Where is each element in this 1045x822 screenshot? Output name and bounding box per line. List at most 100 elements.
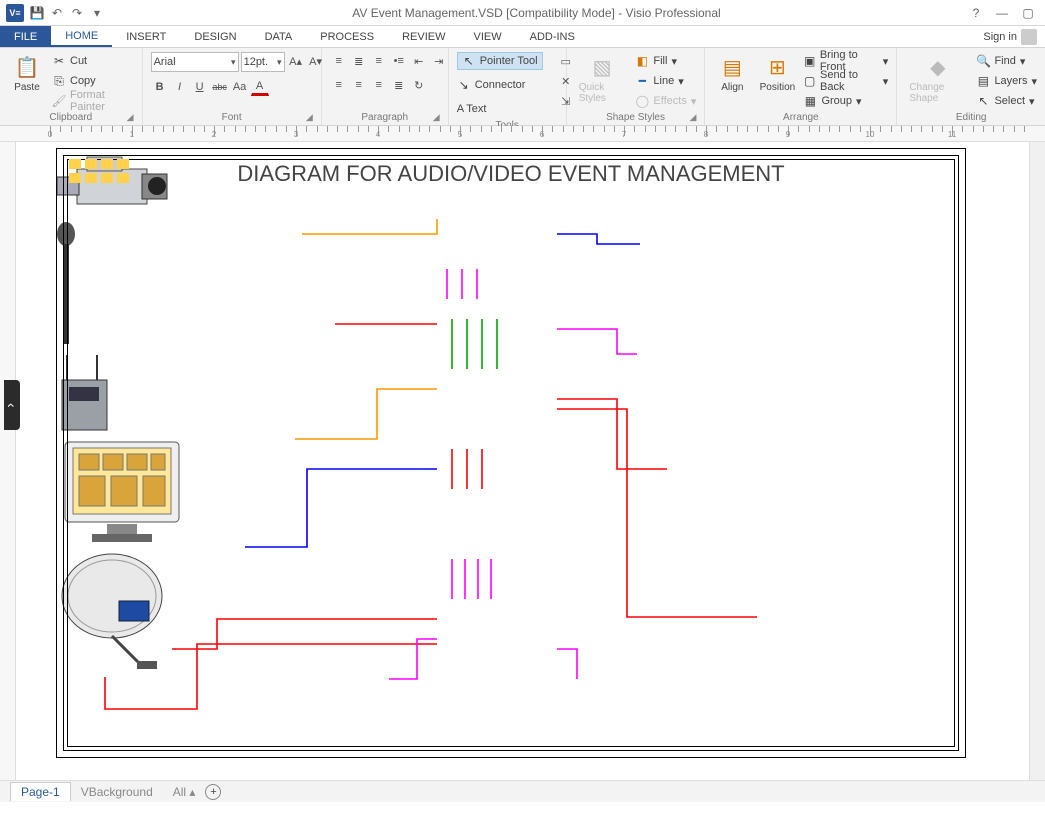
tab-view[interactable]: VIEW <box>459 26 515 47</box>
drawing-page[interactable]: DIAGRAM FOR AUDIO/VIDEO EVENT MANAGEMENT <box>56 148 966 758</box>
help-icon[interactable]: ? <box>969 6 983 20</box>
grow-font-button[interactable]: A▴ <box>287 52 305 70</box>
dialog-launcher-icon[interactable]: ◢ <box>433 112 440 123</box>
page-tab-all[interactable]: All ▴ <box>163 783 206 801</box>
undo-icon[interactable]: ↶ <box>50 6 64 20</box>
tab-addins[interactable]: ADD-INS <box>516 26 589 47</box>
justify-button[interactable]: ≣ <box>390 76 408 94</box>
paste-button[interactable]: 📋 Paste <box>8 52 46 95</box>
brush-icon: 🖌 <box>52 94 66 108</box>
position-button[interactable]: ⊞Position <box>757 52 797 95</box>
paste-icon: 📋 <box>14 54 40 80</box>
font-family-combo[interactable]: Arial▾ <box>151 52 239 72</box>
quick-styles-icon: ▧ <box>589 54 615 80</box>
rectangle-tool-icon[interactable]: ▭ <box>557 52 575 70</box>
align-right-button[interactable]: ≡ <box>370 76 388 94</box>
vertical-scrollbar[interactable] <box>1029 142 1045 780</box>
tab-design[interactable]: DESIGN <box>180 26 250 47</box>
position-icon: ⊞ <box>764 54 790 80</box>
drawing-canvas[interactable]: DIAGRAM FOR AUDIO/VIDEO EVENT MANAGEMENT <box>16 142 1029 780</box>
pointer-tool-button[interactable]: ↖Pointer Tool <box>457 52 543 70</box>
effects-icon: ◯ <box>635 94 649 108</box>
pointer-icon: ↖ <box>462 54 476 68</box>
font-size-combo[interactable]: 12pt.▾ <box>241 52 285 72</box>
send-back-button[interactable]: ▢Send to Back ▾ <box>803 72 888 90</box>
case-button[interactable]: Aa <box>231 78 249 96</box>
stamp-tool-icon[interactable]: ⇲ <box>557 92 575 110</box>
title-bar: V≡ 💾 ↶ ↷ ▾ AV Event Management.VSD [Comp… <box>0 0 1045 26</box>
fill-button[interactable]: ◧Fill ▾ <box>635 52 696 70</box>
bring-front-icon: ▣ <box>803 54 815 68</box>
align-button[interactable]: ▤Align <box>713 52 751 95</box>
select-button[interactable]: ↖Select ▾ <box>976 92 1037 110</box>
tab-home[interactable]: HOME <box>51 26 112 47</box>
restore-icon[interactable]: ▢ <box>1021 6 1035 20</box>
group-icon: ▦ <box>803 94 817 108</box>
redo-icon[interactable]: ↷ <box>70 6 84 20</box>
qat-customize-icon[interactable]: ▾ <box>90 6 104 20</box>
copy-button[interactable]: ⎘Copy <box>52 72 134 90</box>
rotate-button[interactable]: ↻ <box>410 76 428 94</box>
italic-button[interactable]: I <box>171 78 189 96</box>
layers-button[interactable]: ▤Layers ▾ <box>976 72 1037 90</box>
strike-button[interactable]: abc <box>211 78 229 96</box>
tab-data[interactable]: DATA <box>251 26 307 47</box>
page-tab-vbackground[interactable]: VBackground <box>71 783 163 801</box>
cut-button[interactable]: ✂Cut <box>52 52 134 70</box>
align-center-button[interactable]: ≡ <box>350 76 368 94</box>
bring-front-button[interactable]: ▣Bring to Front ▾ <box>803 52 888 70</box>
group-button[interactable]: ▦Group ▾ <box>803 92 888 110</box>
tab-file[interactable]: FILE <box>0 26 51 47</box>
dialog-launcher-icon[interactable]: ◢ <box>689 112 696 123</box>
minimize-icon[interactable]: — <box>995 6 1009 20</box>
layers-icon: ▤ <box>976 74 990 88</box>
select-icon: ↖ <box>976 94 990 108</box>
xtool-icon[interactable]: ✕ <box>557 72 575 90</box>
bullets-button[interactable]: •≡ <box>390 52 408 70</box>
align-bot-button[interactable]: ≡ <box>370 52 388 70</box>
tab-insert[interactable]: INSERT <box>112 26 180 47</box>
group-label: Shape Styles <box>606 112 665 123</box>
sign-in[interactable]: Sign in <box>975 26 1045 47</box>
paste-label: Paste <box>14 82 40 93</box>
vertical-ruler <box>0 142 16 780</box>
tab-process[interactable]: PROCESS <box>306 26 388 47</box>
bold-button[interactable]: B <box>151 78 169 96</box>
group-editing: ◆Change Shape 🔍Find ▾ ▤Layers ▾ ↖Select … <box>897 48 1045 125</box>
dialog-launcher-icon[interactable]: ◢ <box>306 112 313 123</box>
group-label: Editing <box>956 112 987 123</box>
underline-button[interactable]: U <box>191 78 209 96</box>
shapes-pane-collapsed[interactable]: ‹ <box>4 380 20 430</box>
effects-button[interactable]: ◯Effects ▾ <box>635 92 696 110</box>
quick-styles-button[interactable]: ▧ Quick Styles <box>575 52 630 106</box>
group-paragraph: ≡ ≣ ≡ •≡ ⇤ ⇥ ≡ ≡ ≡ ≣ ↻ Paragraph ◢ <box>322 48 449 125</box>
text-tool-button[interactable]: A Text <box>457 100 487 118</box>
page-tab-bar: Page-1 VBackground All ▴ + <box>0 780 1045 802</box>
tab-review[interactable]: REVIEW <box>388 26 459 47</box>
group-tools: ↖Pointer Tool ↘Connector A Text ▭ ✕ ⇲ To… <box>449 48 567 125</box>
page-tab-active[interactable]: Page-1 <box>10 782 71 801</box>
group-label: Clipboard <box>49 112 92 123</box>
indent-inc-button[interactable]: ⇥ <box>430 52 448 70</box>
align-mid-button[interactable]: ≣ <box>350 52 368 70</box>
group-shape-styles: ▧ Quick Styles ◧Fill ▾ ━Line ▾ ◯Effects … <box>567 48 706 125</box>
add-page-button[interactable]: + <box>205 784 221 800</box>
indent-dec-button[interactable]: ⇤ <box>410 52 428 70</box>
dialog-launcher-icon[interactable]: ◢ <box>127 112 134 123</box>
app-icon: V≡ <box>6 4 24 22</box>
save-icon[interactable]: 💾 <box>30 6 44 20</box>
ribbon-tabs: FILE HOME INSERT DESIGN DATA PROCESS REV… <box>0 26 1045 48</box>
line-button[interactable]: ━Line ▾ <box>635 72 696 90</box>
align-top-button[interactable]: ≡ <box>330 52 348 70</box>
line-icon: ━ <box>635 74 649 88</box>
change-shape-button[interactable]: ◆Change Shape <box>905 52 970 106</box>
cut-icon: ✂ <box>52 54 66 68</box>
format-painter-button[interactable]: 🖌Format Painter <box>52 92 134 110</box>
connector-tool-button[interactable]: ↘Connector <box>457 76 526 94</box>
find-button[interactable]: 🔍Find ▾ <box>976 52 1037 70</box>
align-left-button[interactable]: ≡ <box>330 76 348 94</box>
font-color-button[interactable]: A <box>251 78 269 96</box>
diagram-title: DIAGRAM FOR AUDIO/VIDEO EVENT MANAGEMENT <box>57 161 965 187</box>
group-font: Arial▾ 12pt.▾ A▴ A▾ B I U abc Aa A Font◢ <box>143 48 322 125</box>
group-label: Paragraph <box>361 112 408 123</box>
